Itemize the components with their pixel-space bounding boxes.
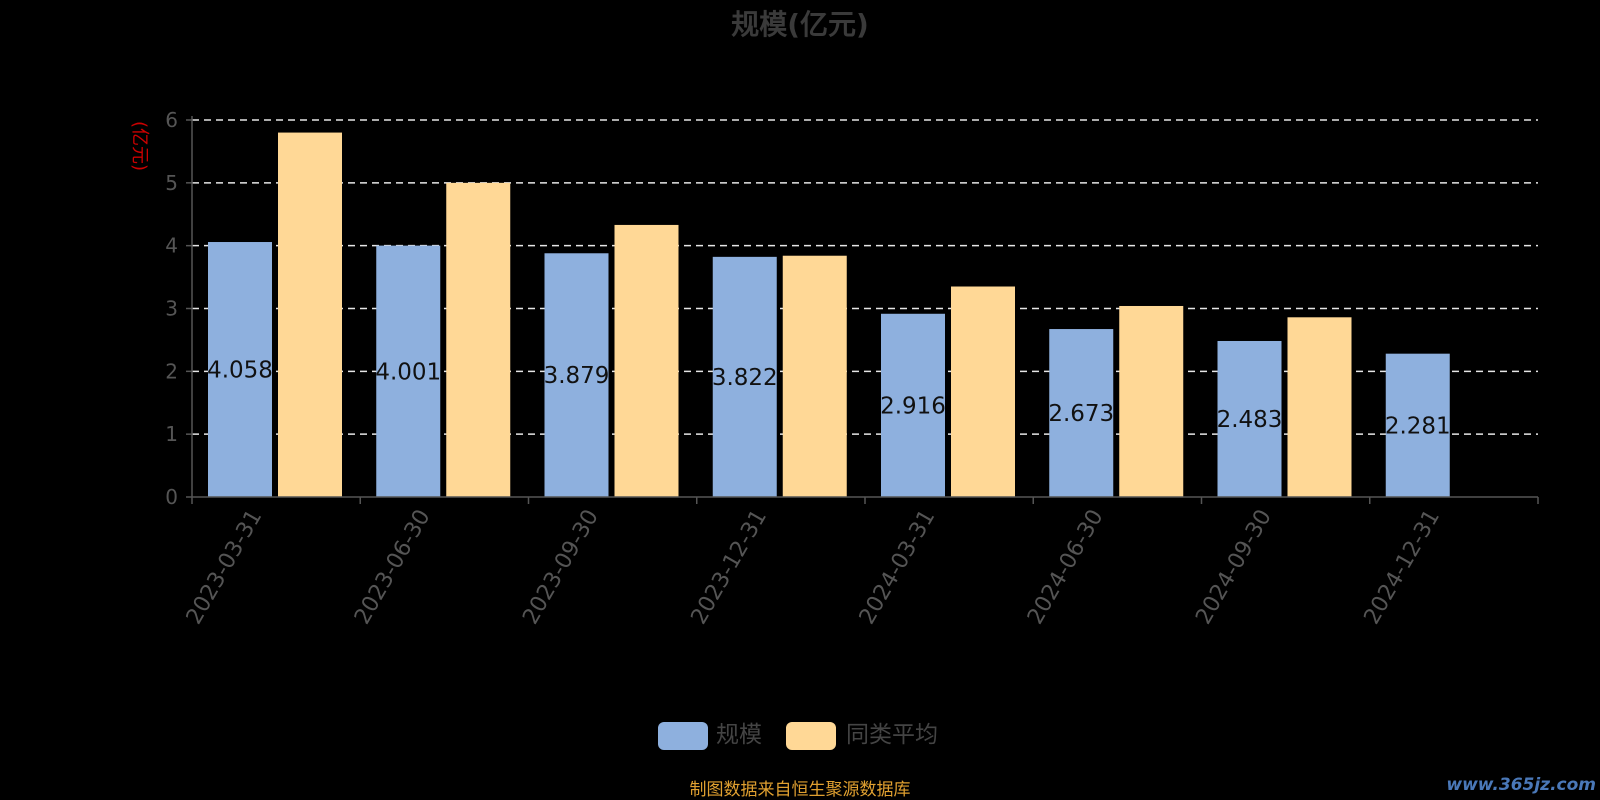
legend[interactable]: 规模 同类平均 — [658, 722, 938, 750]
bar-peer-average[interactable] — [278, 132, 342, 498]
x-tick-label: 2024-09-30 — [1191, 506, 1277, 629]
x-tick-label: 2023-09-30 — [518, 506, 604, 629]
bar-peer-average[interactable] — [1119, 305, 1184, 497]
legend-label-peer-average[interactable]: 同类平均 — [846, 722, 938, 748]
bar-peer-average[interactable] — [446, 182, 511, 498]
axes — [186, 116, 1539, 504]
y-tick-label: 2 — [165, 359, 178, 383]
bar-peer-average[interactable] — [951, 286, 1015, 497]
y-tick-label: 0 — [165, 485, 178, 509]
bars — [208, 132, 1450, 498]
y-axis-unit: (亿元) — [129, 121, 150, 171]
data-label-scale: 3.879 — [544, 363, 610, 389]
data-label-scale: 2.916 — [880, 393, 946, 419]
bar-scale[interactable] — [544, 253, 609, 497]
watermark: www.365jz.com — [1446, 775, 1596, 795]
chart-title: 规模(亿元) — [731, 8, 869, 41]
x-tick-label: 2023-06-30 — [350, 506, 436, 629]
data-label-scale: 2.281 — [1385, 413, 1451, 439]
bar-scale[interactable] — [712, 256, 777, 497]
x-tick-label: 2024-06-30 — [1023, 506, 1109, 629]
y-tick-label: 4 — [165, 234, 178, 258]
legend-swatch-scale[interactable] — [658, 722, 708, 750]
x-tick-label: 2024-03-31 — [855, 506, 941, 629]
y-tick-label: 5 — [165, 171, 178, 195]
bar-scale[interactable] — [881, 313, 945, 497]
bar-scale[interactable] — [208, 242, 272, 497]
data-label-scale: 2.483 — [1217, 407, 1283, 433]
data-label-scale: 4.001 — [375, 359, 441, 385]
bar-scale[interactable] — [1217, 340, 1282, 497]
x-tick-label: 2023-12-31 — [686, 506, 772, 629]
bar-scale[interactable] — [1049, 329, 1114, 497]
x-tick-label: 2023-03-31 — [182, 506, 268, 629]
bar-scale[interactable] — [1385, 353, 1450, 497]
bar-peer-average[interactable] — [782, 255, 847, 497]
y-tick-label: 1 — [165, 422, 178, 446]
legend-label-scale[interactable]: 规模 — [716, 722, 762, 748]
data-source-note: 制图数据来自恒生聚源数据库 — [690, 780, 911, 800]
x-axis-ticks: 2023-03-31 2023-06-30 2023-09-30 2023-12-31… — [182, 506, 1445, 629]
y-tick-label: 6 — [165, 108, 178, 132]
data-labels: 4.058 4.001 3.879 3.822 2.916 2.673 2.483 2.281 — [207, 358, 1451, 440]
data-label-scale: 3.822 — [712, 365, 778, 391]
legend-swatch-peer-average[interactable] — [786, 722, 836, 750]
x-tick-label: 2024-12-31 — [1359, 506, 1445, 629]
y-axis-ticks: 0 1 2 3 4 5 6 — [165, 108, 178, 509]
bar-scale[interactable] — [376, 245, 441, 497]
data-label-scale: 2.673 — [1048, 401, 1114, 427]
bar-peer-average[interactable] — [1287, 317, 1352, 497]
y-tick-label: 3 — [165, 297, 178, 321]
bar-peer-average[interactable] — [614, 224, 679, 497]
data-label-scale: 4.058 — [207, 358, 273, 384]
